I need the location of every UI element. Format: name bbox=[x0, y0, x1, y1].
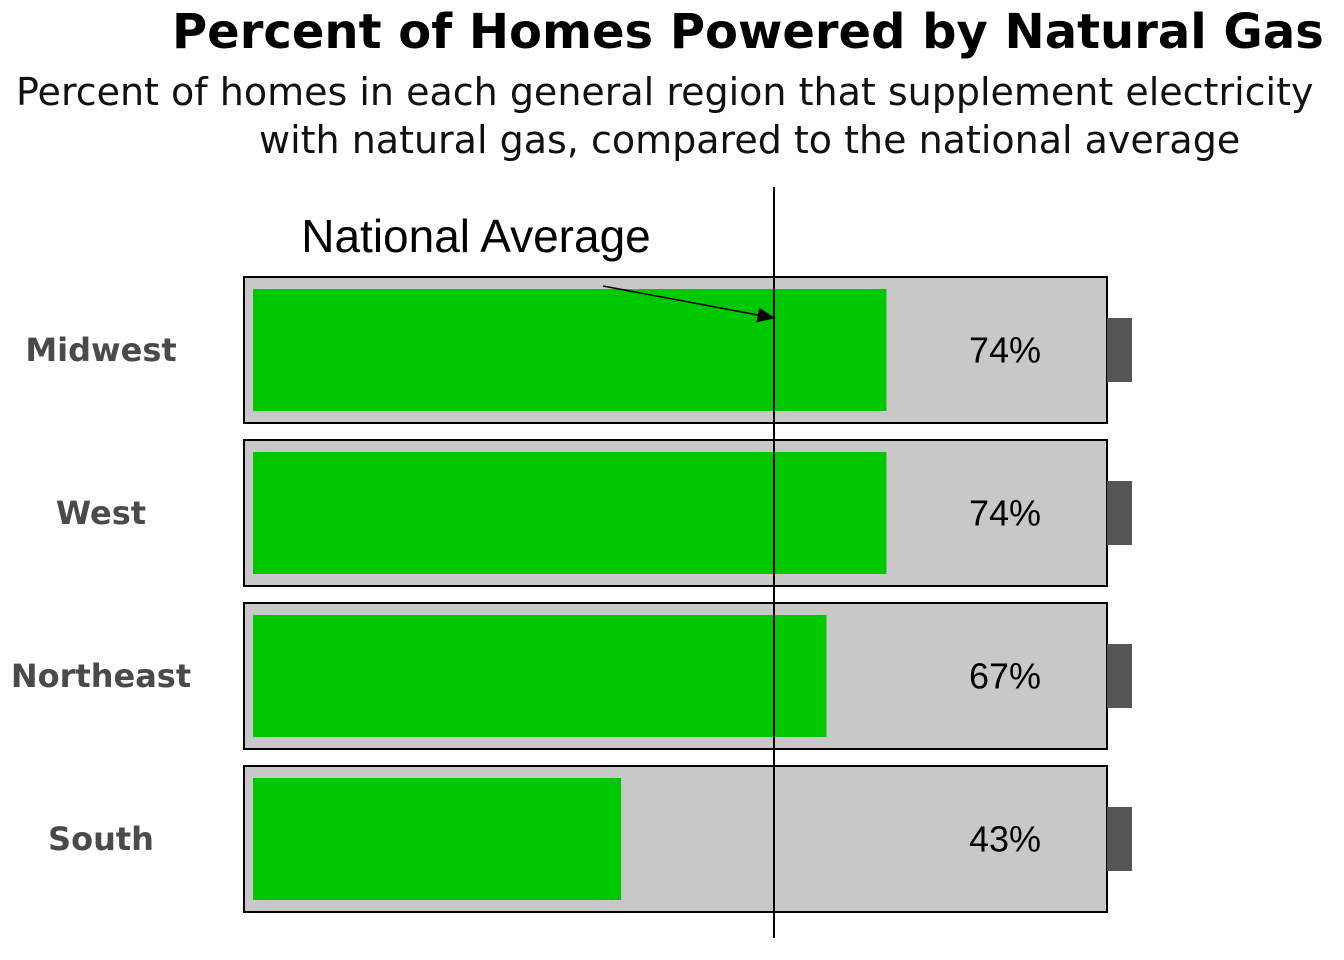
subtitle-line-2: with natural gas, compared to the nation… bbox=[259, 118, 1241, 162]
bar bbox=[253, 615, 827, 737]
bar bbox=[253, 289, 887, 411]
reference-line-label: National Average bbox=[301, 210, 651, 262]
category-label: Midwest bbox=[25, 331, 176, 369]
value-label: 43% bbox=[969, 819, 1041, 860]
category-label: Northeast bbox=[11, 657, 191, 695]
bar bbox=[253, 778, 622, 900]
subtitle-line-1: Percent of homes in each general region … bbox=[16, 70, 1314, 114]
value-label: 74% bbox=[969, 330, 1041, 371]
battery-cap bbox=[1107, 807, 1132, 871]
battery-cap bbox=[1107, 644, 1132, 708]
chart-title: Percent of Homes Powered by Natural Gas bbox=[172, 4, 1324, 60]
annotation-arrow bbox=[602, 285, 776, 323]
bar bbox=[253, 452, 887, 574]
value-label: 67% bbox=[969, 656, 1041, 697]
category-label: West bbox=[56, 494, 146, 532]
battery-cap bbox=[1107, 318, 1132, 382]
category-label: South bbox=[48, 820, 154, 858]
chart-subtitle: Percent of homes in each general region … bbox=[0, 68, 1313, 164]
battery-cap bbox=[1107, 481, 1132, 545]
value-label: 74% bbox=[969, 493, 1041, 534]
